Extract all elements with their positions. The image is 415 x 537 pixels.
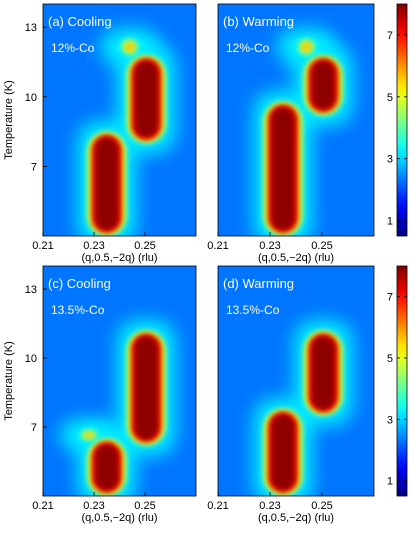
x-tick-label: 0.21 — [207, 240, 228, 252]
x-axis-title: (q,0.5,−2q) (rlu) — [258, 512, 334, 524]
x-axis-title: (q,0.5,−2q) (rlu) — [81, 252, 157, 264]
heatmap-feature-1-level-5 — [272, 414, 294, 490]
y-axis-title: Temperature (K) — [3, 341, 15, 420]
heatmap-feature-2-level-5 — [312, 61, 335, 110]
x-tick-label: 0.25 — [134, 500, 155, 512]
x-tick-label: 0.21 — [32, 500, 53, 512]
plot-frame — [217, 265, 375, 497]
colorbar-tick-label: 7 — [387, 30, 393, 42]
x-tick-label: 0.23 — [259, 240, 280, 252]
colorbar-tick-label: 3 — [387, 414, 393, 426]
heatmap-panel-1: 0.21 0.23 0.25 7 10 13 (q,0.5,−2q) (rlu) Temper… — [3, 3, 197, 264]
colorbar-tick-label: 1 — [387, 216, 393, 228]
colorbar-tick-label: 1 — [387, 476, 393, 488]
x-tick-label: 0.23 — [83, 240, 104, 252]
x-tick-label: 0.21 — [32, 240, 53, 252]
heatmap-feature-1-level-5 — [95, 444, 118, 490]
heatmap-feature-2-level-5 — [135, 336, 158, 440]
x-tick-label: 0.21 — [207, 500, 228, 512]
colorbar-tick-label: 3 — [387, 154, 393, 166]
colorbar-tick-label: 7 — [387, 292, 393, 304]
heatmap-panel-2: 0.21 0.23 0.25(q,0.5,−2q) (rlu) (b) Warming… — [207, 3, 408, 264]
panel-label: (a) Cooling — [48, 14, 112, 29]
colorbar-tick-label: 5 — [387, 353, 393, 365]
y-axis-title: Temperature (K) — [3, 80, 15, 159]
heatmap-feature-3-level-3 — [83, 432, 94, 439]
heatmap-feature-2-level-5 — [312, 336, 335, 410]
heatmap-feature-2-level-5 — [135, 61, 158, 137]
x-tick-label: 0.25 — [311, 240, 332, 252]
y-tick-label: 13 — [25, 284, 37, 296]
panel-sample-label: 13.5%-Co — [51, 303, 105, 317]
y-tick-label: 13 — [25, 22, 37, 34]
panel-sample-label: 12%-Co — [226, 41, 270, 55]
x-tick-label: 0.23 — [83, 500, 104, 512]
panel-sample-label: 13.5%-Co — [226, 303, 280, 317]
heatmap-panel-4: 0.21 0.23 0.25(q,0.5,−2q) (rlu) (d) Warming… — [207, 265, 408, 524]
y-tick-label: 7 — [31, 422, 37, 434]
x-tick-label: 0.25 — [311, 500, 332, 512]
heatmap-feature-3-level-3 — [124, 41, 135, 53]
panel-label: (d) Warming — [223, 276, 294, 291]
heatmap-feature-1-level-5 — [95, 137, 118, 230]
heatmap-feature-1-level-5 — [272, 107, 294, 230]
panel-sample-label: 12%-Co — [51, 41, 95, 55]
plot-frame — [42, 3, 197, 237]
x-axis-title: (q,0.5,−2q) (rlu) — [258, 252, 334, 264]
heatmap-panel-3: 0.21 0.23 0.25 7 10 13 (q,0.5,−2q) (rlu) Temper… — [3, 265, 197, 524]
colorbar — [396, 265, 408, 497]
x-tick-label: 0.23 — [259, 500, 280, 512]
y-tick-label: 10 — [25, 353, 37, 365]
colorbar — [396, 3, 408, 237]
panel-label: (c) Cooling — [48, 276, 111, 291]
y-tick-label: 10 — [25, 92, 37, 104]
x-axis-title: (q,0.5,−2q) (rlu) — [81, 512, 157, 524]
x-tick-label: 0.25 — [134, 240, 155, 252]
heatmap-feature-3-level-3 — [301, 41, 312, 53]
colorbar-tick-label: 5 — [387, 92, 393, 104]
y-tick-label: 7 — [31, 161, 37, 173]
plot-frame — [217, 3, 375, 237]
plot-frame — [42, 265, 197, 497]
panel-label: (b) Warming — [223, 14, 294, 29]
